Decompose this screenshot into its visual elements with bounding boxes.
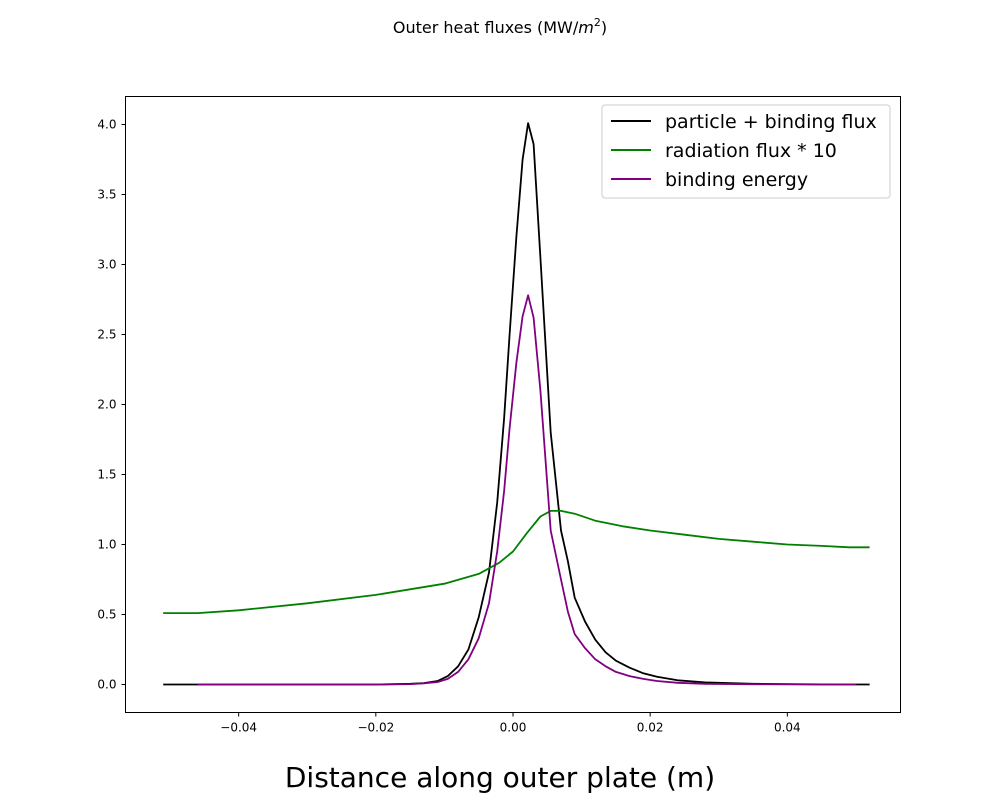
legend: particle + binding flux radiation flux * … — [601, 104, 891, 199]
x-tick-label: −0.02 — [357, 721, 394, 735]
y-tick-label: 0.5 — [97, 608, 116, 622]
y-tick-label: 3.5 — [97, 188, 116, 202]
y-tick-label: 1.5 — [97, 468, 116, 482]
series-line-binding-energy — [197, 294, 856, 686]
plot-area — [163, 122, 870, 686]
x-axis-label: Distance along outer plate (m) — [285, 761, 715, 794]
x-axis: −0.04 −0.02 0.00 0.02 0.04 — [220, 712, 801, 735]
x-tick-label: 0.04 — [774, 721, 801, 735]
legend-label-binding-energy: binding energy — [665, 169, 808, 191]
x-tick-label: 0.02 — [637, 721, 664, 735]
y-tick-label: 4.0 — [97, 118, 116, 132]
y-tick-label: 0.0 — [97, 678, 116, 692]
legend-box — [601, 104, 891, 199]
chart-title: Outer heat fluxes (MW/m2) — [393, 16, 607, 37]
legend-label-radiation-flux-10: radiation flux * 10 — [665, 140, 837, 162]
x-tick-label: 0.00 — [500, 721, 527, 735]
series-line-radiation-flux-10 — [163, 509, 870, 614]
legend-label-particle-binding-flux: particle + binding flux — [665, 111, 877, 133]
y-tick-label: 3.0 — [97, 258, 116, 272]
y-tick-label: 2.5 — [97, 328, 116, 342]
x-tick-label: −0.04 — [220, 721, 257, 735]
y-tick-label: 1.0 — [97, 538, 116, 552]
y-tick-label: 2.0 — [97, 398, 116, 412]
y-axis: 0.0 0.5 1.0 1.5 2.0 2.5 3.0 3.5 4.0 — [97, 118, 126, 692]
series-line-particle-binding-flux — [163, 122, 870, 686]
